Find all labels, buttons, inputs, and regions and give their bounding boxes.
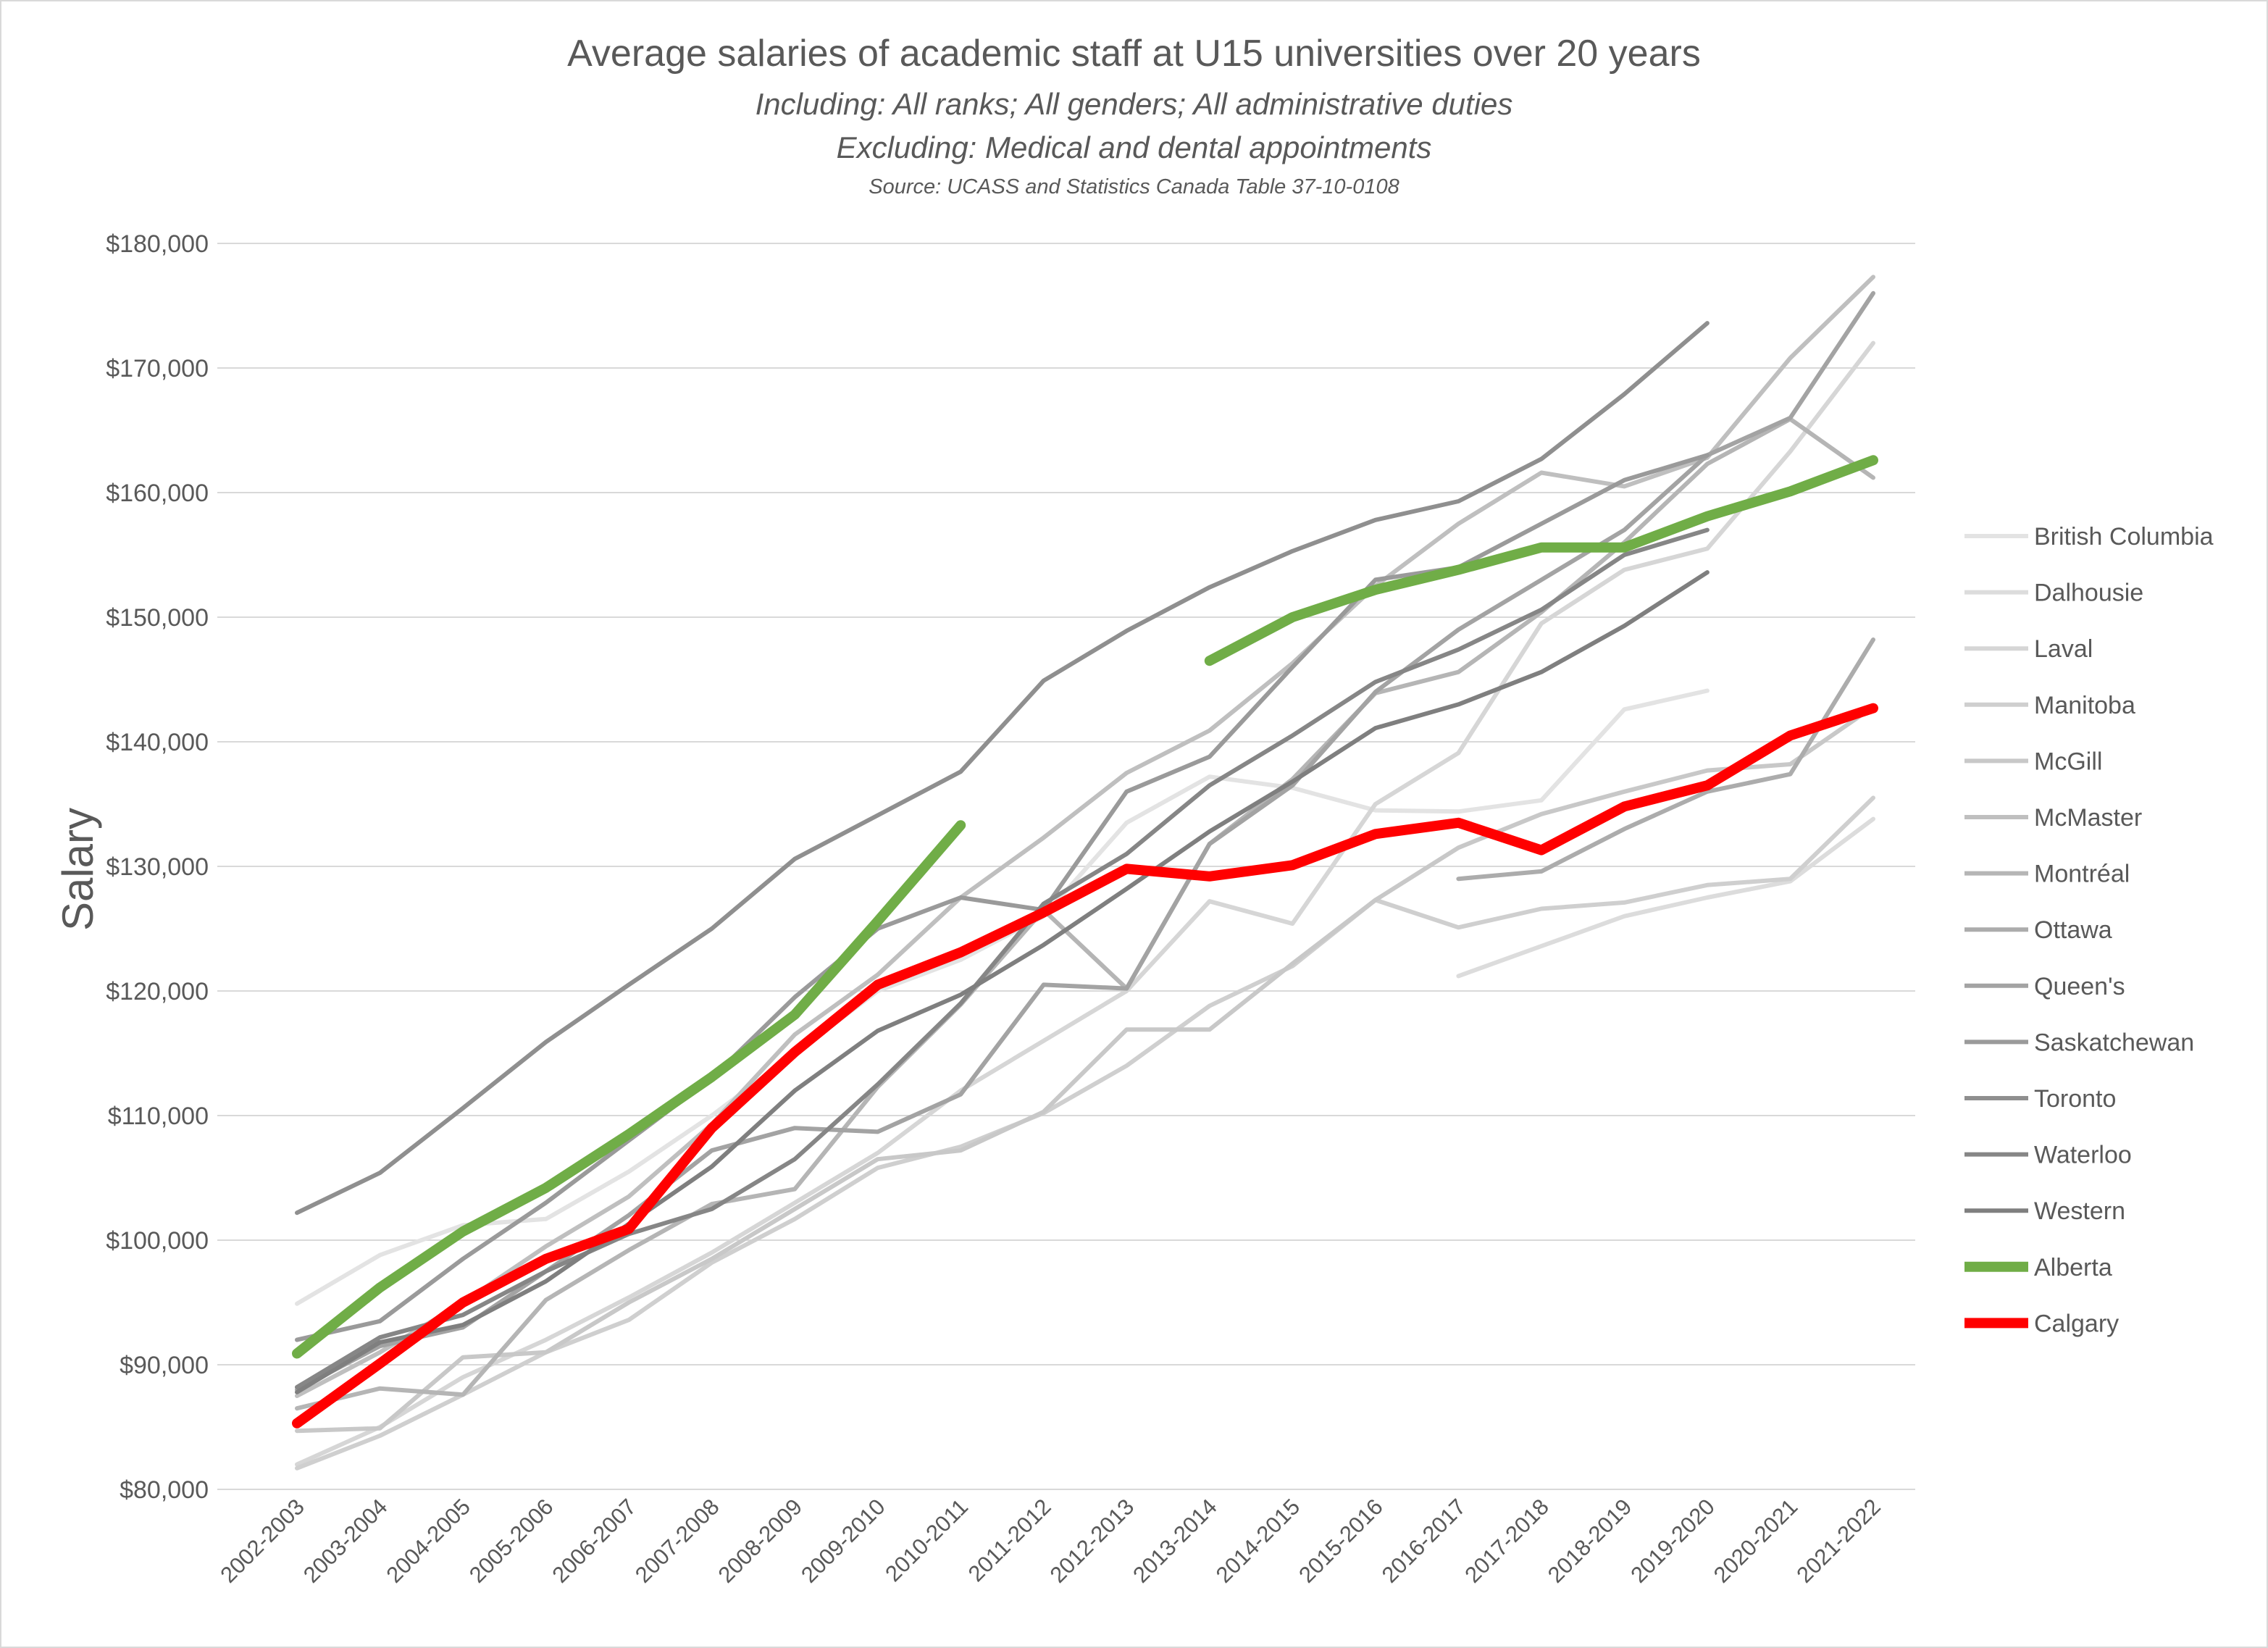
x-tick-label: 2016-2017 bbox=[1377, 1494, 1471, 1588]
x-tick-label: 2010-2011 bbox=[880, 1494, 973, 1586]
x-tick-label: 2015-2016 bbox=[1294, 1494, 1388, 1588]
series-line bbox=[295, 275, 1875, 1398]
x-tick-label: 2021-2022 bbox=[1791, 1494, 1886, 1588]
legend-label: British Columbia bbox=[2034, 523, 2214, 551]
legend-label: Waterloo bbox=[2034, 1142, 2132, 1169]
x-tick-label: 2004-2005 bbox=[381, 1494, 475, 1588]
y-tick-label: $150,000 bbox=[106, 604, 209, 632]
series-manitoba bbox=[295, 795, 1875, 1471]
series-calgary bbox=[292, 703, 1878, 1429]
legend-label: Western bbox=[2034, 1197, 2125, 1225]
series-line bbox=[295, 417, 1875, 1411]
y-axis-label: Salary bbox=[54, 808, 102, 931]
legend-label: Montréal bbox=[2034, 861, 2130, 888]
series-western bbox=[295, 570, 1710, 1394]
x-tick-label: 2013-2014 bbox=[1128, 1494, 1222, 1588]
legend-label: Dalhousie bbox=[2034, 580, 2143, 607]
series-line bbox=[295, 527, 1710, 1389]
legend-label: Alberta bbox=[2034, 1254, 2112, 1281]
y-tick-label: $120,000 bbox=[106, 978, 209, 1005]
legend-label: Calgary bbox=[2034, 1310, 2119, 1337]
y-tick-label: $170,000 bbox=[106, 355, 209, 382]
x-tick-label: 2019-2020 bbox=[1625, 1494, 1720, 1588]
series-line bbox=[295, 290, 1875, 1392]
y-tick-label: $130,000 bbox=[106, 853, 209, 881]
chart-subtitle-including: Including: All ranks; All genders; All a… bbox=[755, 87, 1513, 121]
y-tick-label: $140,000 bbox=[106, 729, 209, 756]
series-line bbox=[295, 704, 1875, 1434]
series-alberta bbox=[292, 455, 1878, 1359]
series-line bbox=[295, 795, 1875, 1471]
x-tick-label: 2002-2003 bbox=[215, 1494, 309, 1588]
series-line bbox=[1456, 637, 1875, 882]
x-tick-label: 2009-2010 bbox=[796, 1494, 890, 1588]
chart-source: Source: UCASS and Statistics Canada Tabl… bbox=[869, 175, 1399, 198]
legend-label: Laval bbox=[2034, 635, 2093, 663]
legend-label: Queen's bbox=[2034, 973, 2125, 1000]
y-tick-label: $100,000 bbox=[106, 1227, 209, 1255]
y-tick-label: $80,000 bbox=[120, 1476, 209, 1504]
x-tick-label: 2011-2012 bbox=[963, 1494, 1056, 1586]
legend-label: Ottawa bbox=[2034, 916, 2112, 944]
series-queen-s bbox=[295, 290, 1875, 1392]
legend-label: Manitoba bbox=[2034, 692, 2135, 719]
chart-title: Average salaries of academic staff at U1… bbox=[567, 33, 1701, 75]
x-tick-label: 2017-2018 bbox=[1460, 1494, 1554, 1588]
x-tick-label: 2018-2019 bbox=[1543, 1494, 1637, 1588]
series-dalhousie bbox=[1456, 816, 1875, 979]
y-tick-label: $180,000 bbox=[106, 230, 209, 258]
series-toronto bbox=[295, 321, 1710, 1216]
series-line bbox=[295, 453, 1710, 1342]
x-tick-label: 2012-2013 bbox=[1045, 1494, 1139, 1588]
series-ottawa bbox=[1456, 637, 1875, 882]
series-mcgill bbox=[295, 704, 1875, 1434]
series-mcmaster bbox=[295, 275, 1875, 1398]
y-tick-label: $110,000 bbox=[108, 1103, 209, 1130]
x-tick-label: 2003-2004 bbox=[298, 1494, 393, 1588]
series-line bbox=[295, 340, 1875, 1467]
x-tick-label: 2020-2021 bbox=[1709, 1494, 1803, 1588]
x-tick-label: 2006-2007 bbox=[547, 1494, 641, 1588]
legend-label: Toronto bbox=[2034, 1085, 2116, 1113]
y-tick-label: $90,000 bbox=[120, 1352, 209, 1379]
legend-label: Saskatchewan bbox=[2034, 1029, 2194, 1056]
legend-label: McMaster bbox=[2034, 804, 2142, 832]
x-tick-label: 2008-2009 bbox=[714, 1494, 808, 1588]
chart-subtitle-excluding: Excluding: Medical and dental appointmen… bbox=[836, 130, 1432, 164]
series-laval bbox=[295, 340, 1875, 1467]
legend-label: McGill bbox=[2034, 748, 2102, 775]
x-tick-label: 2005-2006 bbox=[464, 1494, 558, 1588]
series-line bbox=[295, 570, 1710, 1394]
y-tick-label: $160,000 bbox=[106, 480, 209, 507]
x-tick-label: 2014-2015 bbox=[1211, 1494, 1305, 1588]
x-tick-label: 2007-2008 bbox=[630, 1494, 724, 1588]
series-line bbox=[295, 321, 1710, 1216]
series-line bbox=[1456, 816, 1875, 979]
series-line bbox=[292, 703, 1878, 1429]
